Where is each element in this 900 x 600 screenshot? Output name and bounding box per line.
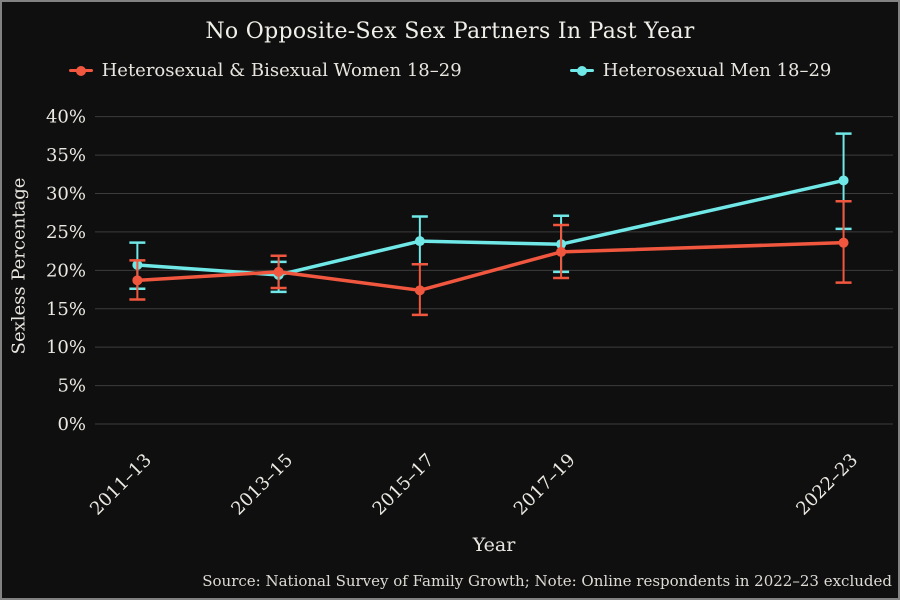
y-tick-label: 0% (57, 414, 86, 435)
legend: Heterosexual & Bisexual Women 18–29 Hete… (2, 60, 898, 81)
x-tick-label: 2022–23 (792, 450, 862, 520)
x-tick-label: 2013–15 (227, 450, 297, 520)
y-tick-label: 15% (46, 299, 86, 320)
chart-title: No Opposite-Sex Sex Partners In Past Yea… (205, 19, 695, 44)
y-tick-label: 5% (57, 376, 86, 397)
y-tick-label: 40% (46, 107, 86, 128)
series-line (135, 178, 846, 277)
data-point-marker (414, 236, 425, 247)
legend-label-women: Heterosexual & Bisexual Women 18–29 (101, 60, 462, 81)
legend-men-dot-line-icon (569, 65, 594, 77)
legend-label-men: Heterosexual Men 18–29 (602, 60, 832, 81)
legend-item-women: Heterosexual & Bisexual Women 18–29 (68, 60, 462, 81)
data-point-marker (556, 246, 567, 257)
x-tick-label: 2017–19 (510, 450, 580, 520)
x-axis-title: Year (472, 534, 516, 556)
legend-item-men: Heterosexual Men 18–29 (569, 60, 832, 81)
data-point-marker (273, 266, 284, 277)
x-tick-label: 2015–17 (369, 450, 439, 520)
data-point-marker (132, 275, 143, 286)
y-tick-label: 25% (46, 222, 86, 243)
data-point-marker (414, 285, 425, 296)
y-tick-label: 35% (46, 145, 86, 166)
series-line (135, 240, 846, 293)
y-tick-label: 30% (46, 184, 86, 205)
y-tick-label: 20% (46, 260, 86, 281)
y-axis-title: Sexless Percentage (8, 177, 30, 355)
legend-women-dot-line-icon (68, 65, 93, 77)
y-tick-label: 10% (46, 337, 86, 358)
source-note: Source: National Survey of Family Growth… (202, 572, 892, 590)
data-point-marker (838, 237, 849, 248)
data-point-marker (838, 175, 849, 186)
x-tick-label: 2011–13 (86, 450, 156, 520)
